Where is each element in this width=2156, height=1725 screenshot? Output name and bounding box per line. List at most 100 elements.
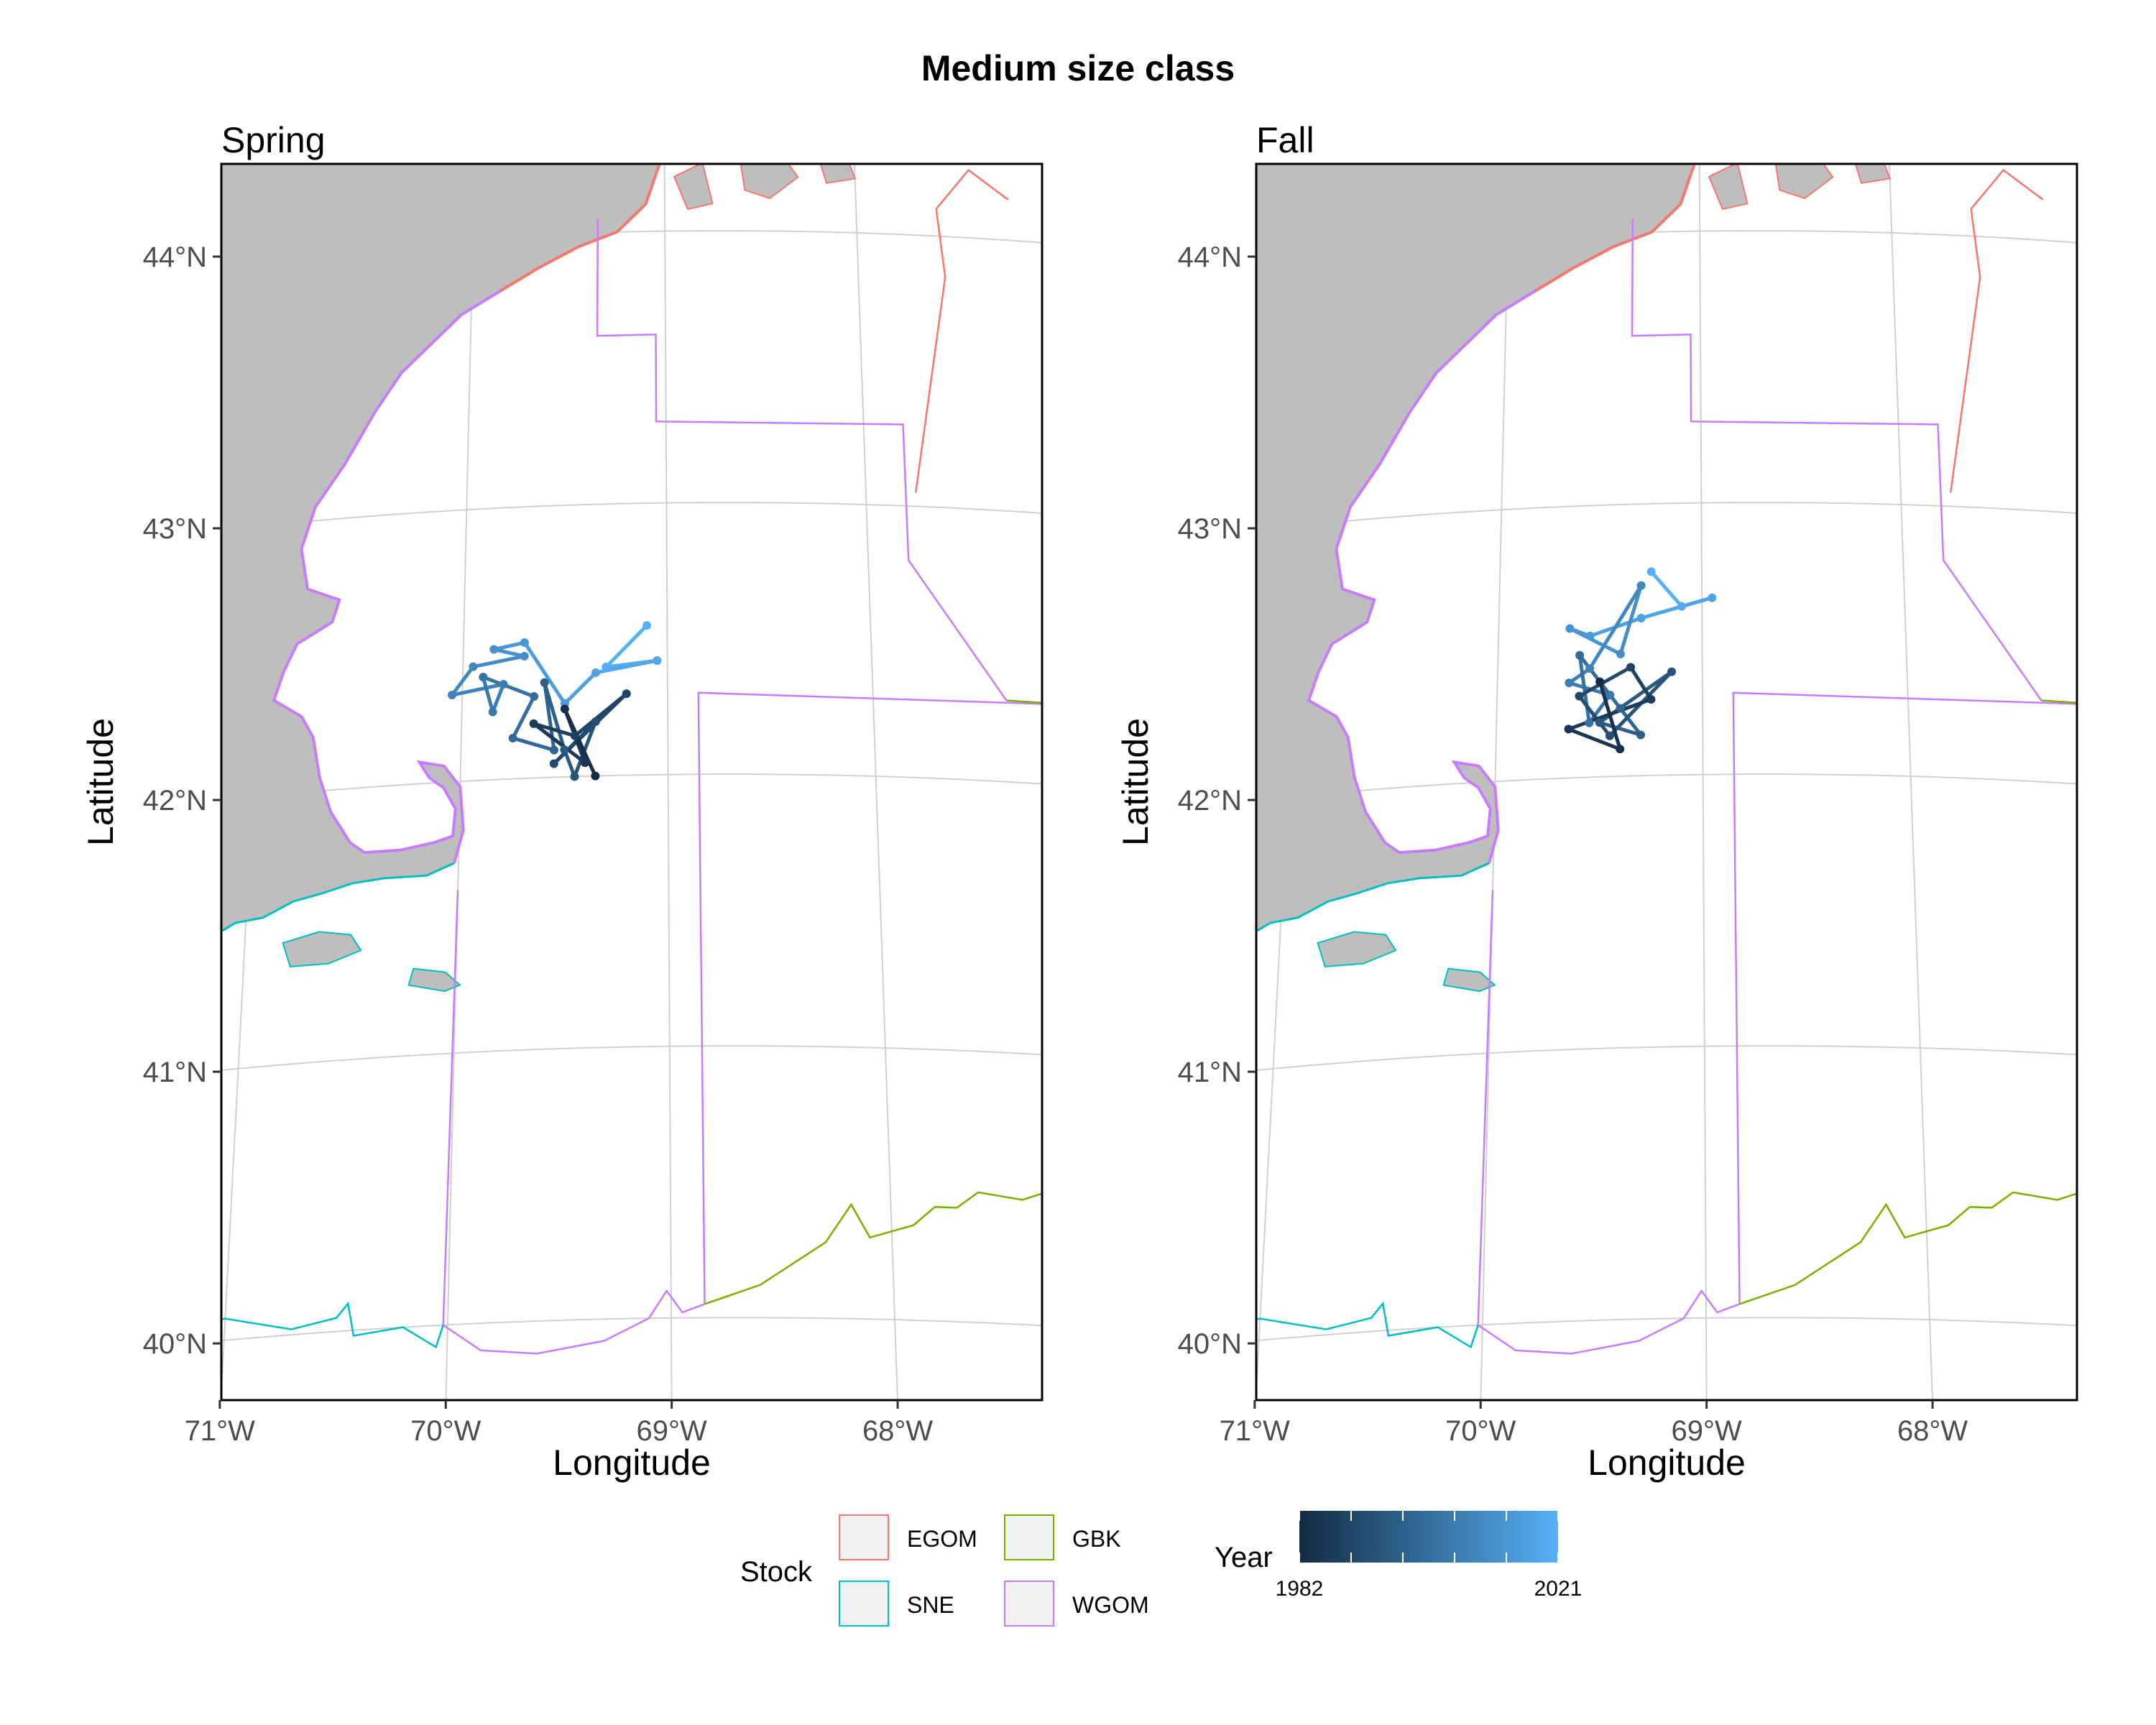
panel-label-spring: Spring bbox=[221, 120, 326, 160]
parallel-line bbox=[221, 1045, 1042, 1072]
track-segment bbox=[471, 654, 527, 669]
track-point bbox=[1575, 650, 1585, 660]
wgom-boundary-north bbox=[1631, 218, 2042, 702]
y-tick-label: 44°N bbox=[1178, 242, 1242, 273]
legend-label-egom: EGOM bbox=[907, 1526, 977, 1552]
egom-boundary bbox=[1949, 168, 2044, 493]
egom-boundary bbox=[914, 168, 1009, 493]
track-point bbox=[1667, 667, 1677, 676]
x-tick-label: 70°W bbox=[410, 1415, 481, 1447]
track-point bbox=[499, 680, 508, 689]
track-segment bbox=[543, 681, 566, 752]
track-point bbox=[1708, 593, 1717, 602]
track-segment bbox=[572, 719, 598, 778]
sne-shelf-edge bbox=[221, 1301, 444, 1349]
track-point bbox=[1677, 602, 1687, 611]
gbk-boundary-north bbox=[2041, 699, 2077, 704]
island bbox=[673, 164, 714, 211]
track-point bbox=[448, 691, 457, 700]
year-colorbar bbox=[1299, 1511, 1558, 1563]
track-point bbox=[530, 692, 539, 702]
x-axis-label: Longitude bbox=[1588, 1443, 1746, 1483]
track-point bbox=[622, 689, 631, 699]
track-point bbox=[549, 759, 558, 768]
map-area-fall bbox=[1256, 164, 2077, 1400]
gbk-shelf-edge bbox=[704, 1191, 1042, 1305]
track-segment bbox=[1577, 653, 1591, 725]
track-segment bbox=[1588, 584, 1644, 671]
track-point bbox=[1585, 718, 1594, 727]
track-point bbox=[1565, 678, 1574, 688]
track-segment bbox=[1567, 727, 1622, 751]
track-segment bbox=[481, 675, 536, 699]
sne-coastline bbox=[1256, 862, 1490, 933]
track-point bbox=[488, 707, 497, 717]
track-point bbox=[1565, 624, 1575, 633]
legend-label-sne: SNE bbox=[907, 1592, 954, 1618]
wgom-coastline bbox=[1307, 289, 1537, 864]
x-tick-label: 68°W bbox=[862, 1415, 933, 1447]
legend-stock-title: Stock bbox=[740, 1556, 813, 1588]
land bbox=[221, 164, 857, 993]
panel-label-fall: Fall bbox=[1256, 120, 1314, 160]
y-tick-label: 40°N bbox=[1178, 1328, 1242, 1360]
land bbox=[1256, 164, 1892, 993]
track-point bbox=[1564, 724, 1573, 734]
track-point bbox=[1626, 663, 1636, 672]
track-segment bbox=[563, 707, 597, 778]
wgom-boundary-east bbox=[1732, 691, 2077, 1305]
wgom-boundary-south bbox=[442, 890, 705, 1355]
survey-track bbox=[448, 621, 662, 781]
track-segment bbox=[1577, 694, 1612, 738]
legend-year-min: 1982 bbox=[1276, 1577, 1324, 1601]
y-tick-label: 44°N bbox=[143, 242, 207, 273]
track-segment bbox=[511, 736, 556, 753]
nantucket bbox=[407, 967, 461, 993]
track-point bbox=[1616, 704, 1625, 713]
track-point bbox=[570, 731, 579, 740]
track-point bbox=[508, 733, 517, 742]
track-segment bbox=[532, 722, 577, 738]
survey-track bbox=[1564, 567, 1717, 754]
legend-label-wgom: WGOM bbox=[1072, 1592, 1149, 1618]
panel-spring: Spring 44°N 43°N 42°N 41°N 40°N 71°W 70°W 69°W 6… bbox=[80, 120, 1044, 1483]
track-point bbox=[560, 745, 569, 755]
map-area-spring bbox=[221, 164, 1042, 1400]
track-point bbox=[1605, 731, 1614, 740]
island bbox=[819, 164, 857, 184]
track-point bbox=[520, 651, 529, 661]
island bbox=[1708, 164, 1749, 211]
track-segment bbox=[563, 671, 598, 706]
x-tick-label: 71°W bbox=[185, 1415, 255, 1447]
track-segment bbox=[573, 691, 629, 738]
track-segment bbox=[1639, 596, 1714, 620]
track-segment bbox=[492, 640, 527, 652]
x-tick-label: 69°W bbox=[637, 1415, 707, 1447]
legend-label-gbk: GBK bbox=[1072, 1526, 1121, 1552]
track-point bbox=[529, 719, 538, 728]
track-segment bbox=[1577, 665, 1633, 699]
track-point bbox=[540, 678, 549, 687]
legend-key-egom bbox=[839, 1514, 889, 1560]
wgom-coastline bbox=[272, 289, 502, 864]
track-segment bbox=[1649, 569, 1684, 609]
track-point bbox=[581, 758, 590, 768]
track-segment bbox=[481, 675, 495, 714]
nantucket bbox=[1442, 967, 1496, 993]
x-tick-label: 71°W bbox=[1220, 1415, 1290, 1447]
track-point bbox=[602, 663, 611, 672]
meridian-line bbox=[1698, 164, 1708, 1400]
y-tick-label: 42°N bbox=[1178, 785, 1242, 816]
track-segment bbox=[522, 640, 567, 706]
track-point bbox=[1595, 718, 1604, 727]
track-point bbox=[570, 772, 579, 781]
track-point bbox=[1595, 677, 1605, 686]
y-tick-label: 41°N bbox=[1178, 1057, 1242, 1088]
y-axis-label: Latitude bbox=[80, 718, 121, 846]
track-point bbox=[1646, 695, 1656, 704]
track-point bbox=[591, 717, 600, 726]
panel-fall: Fall 44°N 43°N 42°N 41°N 40°N 71°W 70°W 69°W 68°… bbox=[1115, 120, 2078, 1483]
track-point bbox=[520, 638, 529, 648]
track-point bbox=[489, 645, 499, 654]
